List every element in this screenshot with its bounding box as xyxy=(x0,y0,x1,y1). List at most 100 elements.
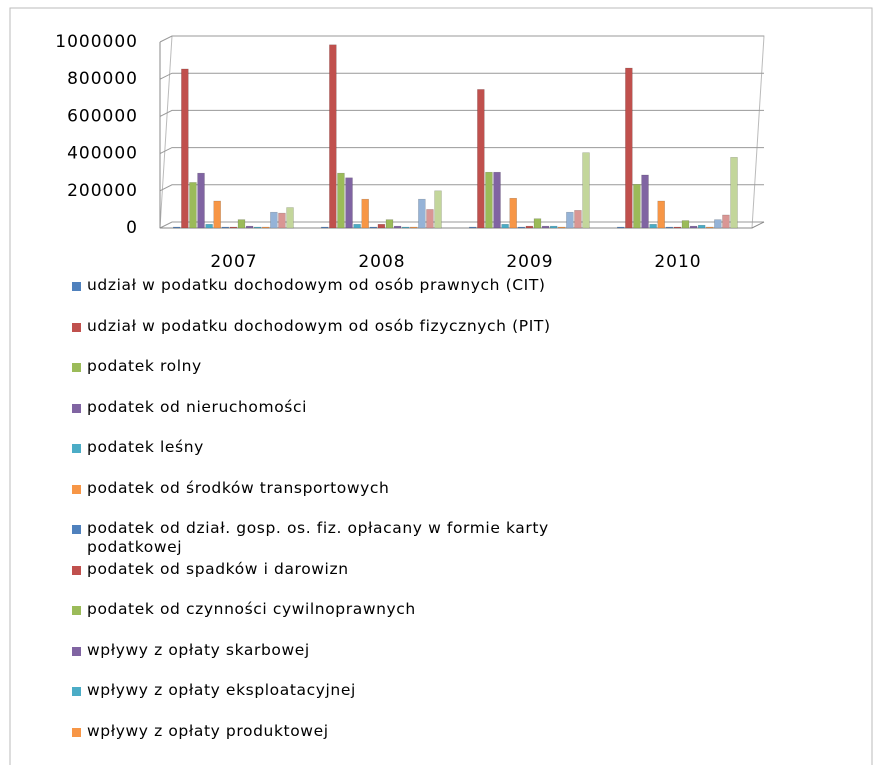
legend: udział w podatku dochodowym od osób praw… xyxy=(72,276,592,762)
bar xyxy=(649,224,657,229)
bar xyxy=(525,225,534,229)
legend-swatch xyxy=(72,646,81,656)
bar xyxy=(385,219,394,229)
legend-label: podatek od dział. gosp. os. fiz. opłacan… xyxy=(87,519,549,556)
bar xyxy=(393,225,402,229)
bar xyxy=(401,226,410,229)
bar xyxy=(270,211,278,229)
legend-item: wpływy z opłaty produktowej xyxy=(72,722,592,763)
grid-line xyxy=(159,109,764,117)
bar xyxy=(197,172,205,229)
x-tick-label: 2009 xyxy=(506,252,553,272)
bar xyxy=(237,219,246,229)
bar xyxy=(485,171,493,229)
legend-item: podatek rolny xyxy=(72,357,592,398)
bar xyxy=(582,152,590,229)
bar xyxy=(509,197,517,229)
bar xyxy=(361,198,369,229)
bar xyxy=(469,226,477,229)
bar xyxy=(673,226,682,229)
bar xyxy=(617,226,625,229)
grid-line xyxy=(159,35,764,43)
bar xyxy=(173,226,181,229)
bar xyxy=(205,224,213,229)
legend-item: podatek od dział. gosp. os. fiz. opłacan… xyxy=(72,519,592,560)
grid-line xyxy=(159,147,764,155)
x-tick-label: 2008 xyxy=(358,252,405,272)
bar xyxy=(221,226,229,229)
legend-item: podatek od spadków i darowizn xyxy=(72,560,592,601)
legend-swatch xyxy=(72,727,81,737)
bar xyxy=(262,226,270,229)
bar xyxy=(681,220,690,229)
bar xyxy=(286,207,294,229)
legend-item: wpływy z opłaty eksploatacyjnej xyxy=(72,681,592,722)
bar xyxy=(426,209,434,229)
bar xyxy=(566,211,574,229)
bar xyxy=(353,224,361,229)
frame xyxy=(9,7,873,765)
legend-item: wpływy z opłaty skarbowej xyxy=(72,641,592,682)
y-tick-label: 800000 xyxy=(67,69,138,89)
bar xyxy=(501,224,509,229)
legend-label: wpływy z opłaty skarbowej xyxy=(87,640,310,659)
bar xyxy=(245,225,254,229)
bar xyxy=(369,226,377,229)
bar xyxy=(493,171,501,229)
legend-label: udział w podatku dochodowym od osób fizy… xyxy=(87,316,551,335)
bar xyxy=(558,226,566,229)
legend-label: podatek rolny xyxy=(87,357,202,375)
legend-label: podatek od środków transportowych xyxy=(87,478,390,497)
bar xyxy=(213,200,221,229)
bar xyxy=(253,226,262,229)
bar xyxy=(722,214,730,229)
x-tick-label: 2010 xyxy=(654,252,701,272)
legend-item: podatek leśny xyxy=(72,438,592,479)
bar xyxy=(641,174,649,229)
bar xyxy=(697,224,706,229)
legend-swatch xyxy=(72,444,81,453)
bar xyxy=(706,226,714,229)
bar xyxy=(714,219,722,229)
legend-swatch xyxy=(72,484,81,494)
bar xyxy=(517,226,525,229)
y-tick-label: 0 xyxy=(126,218,138,238)
bar xyxy=(730,157,738,229)
y-tick-label: 200000 xyxy=(67,181,138,201)
legend-label: podatek leśny xyxy=(87,438,204,456)
bar xyxy=(181,68,189,229)
legend-label: podatek od spadków i darowizn xyxy=(87,559,349,578)
bar xyxy=(278,212,286,229)
legend-item: udział w podatku dochodowym od osób fizy… xyxy=(72,317,592,358)
bar xyxy=(574,210,582,229)
legend-label: podatek od czynności cywilnoprawnych xyxy=(87,600,416,618)
x-tick-label: 2007 xyxy=(210,252,257,272)
bar xyxy=(541,225,550,229)
bar xyxy=(337,172,345,229)
legend-item: podatek od nieruchomości xyxy=(72,398,592,439)
back-wall xyxy=(159,35,765,229)
legend-swatch xyxy=(72,525,81,534)
legend-label: podatek od nieruchomości xyxy=(87,397,308,416)
bar xyxy=(321,226,329,229)
bar xyxy=(657,200,665,229)
grid-line xyxy=(159,184,764,192)
legend-item: udział w podatku dochodowym od osób praw… xyxy=(72,276,592,317)
legend-swatch xyxy=(72,565,81,575)
bar xyxy=(633,184,641,229)
legend-item: podatek od czynności cywilnoprawnych xyxy=(72,600,592,641)
bar xyxy=(625,67,633,229)
legend-label: wpływy z opłaty eksploatacyjnej xyxy=(87,681,356,699)
bar xyxy=(549,225,558,229)
bar xyxy=(329,44,337,229)
y-tick-label: 1000000 xyxy=(55,32,138,52)
bar xyxy=(665,226,673,229)
legend-label: wpływy z opłaty produktowej xyxy=(87,721,329,740)
bar xyxy=(229,226,238,229)
legend-swatch xyxy=(72,282,81,291)
bar xyxy=(689,225,698,229)
bar xyxy=(418,198,426,229)
legend-swatch xyxy=(72,606,81,615)
legend-label: udział w podatku dochodowym od osób praw… xyxy=(87,276,546,294)
